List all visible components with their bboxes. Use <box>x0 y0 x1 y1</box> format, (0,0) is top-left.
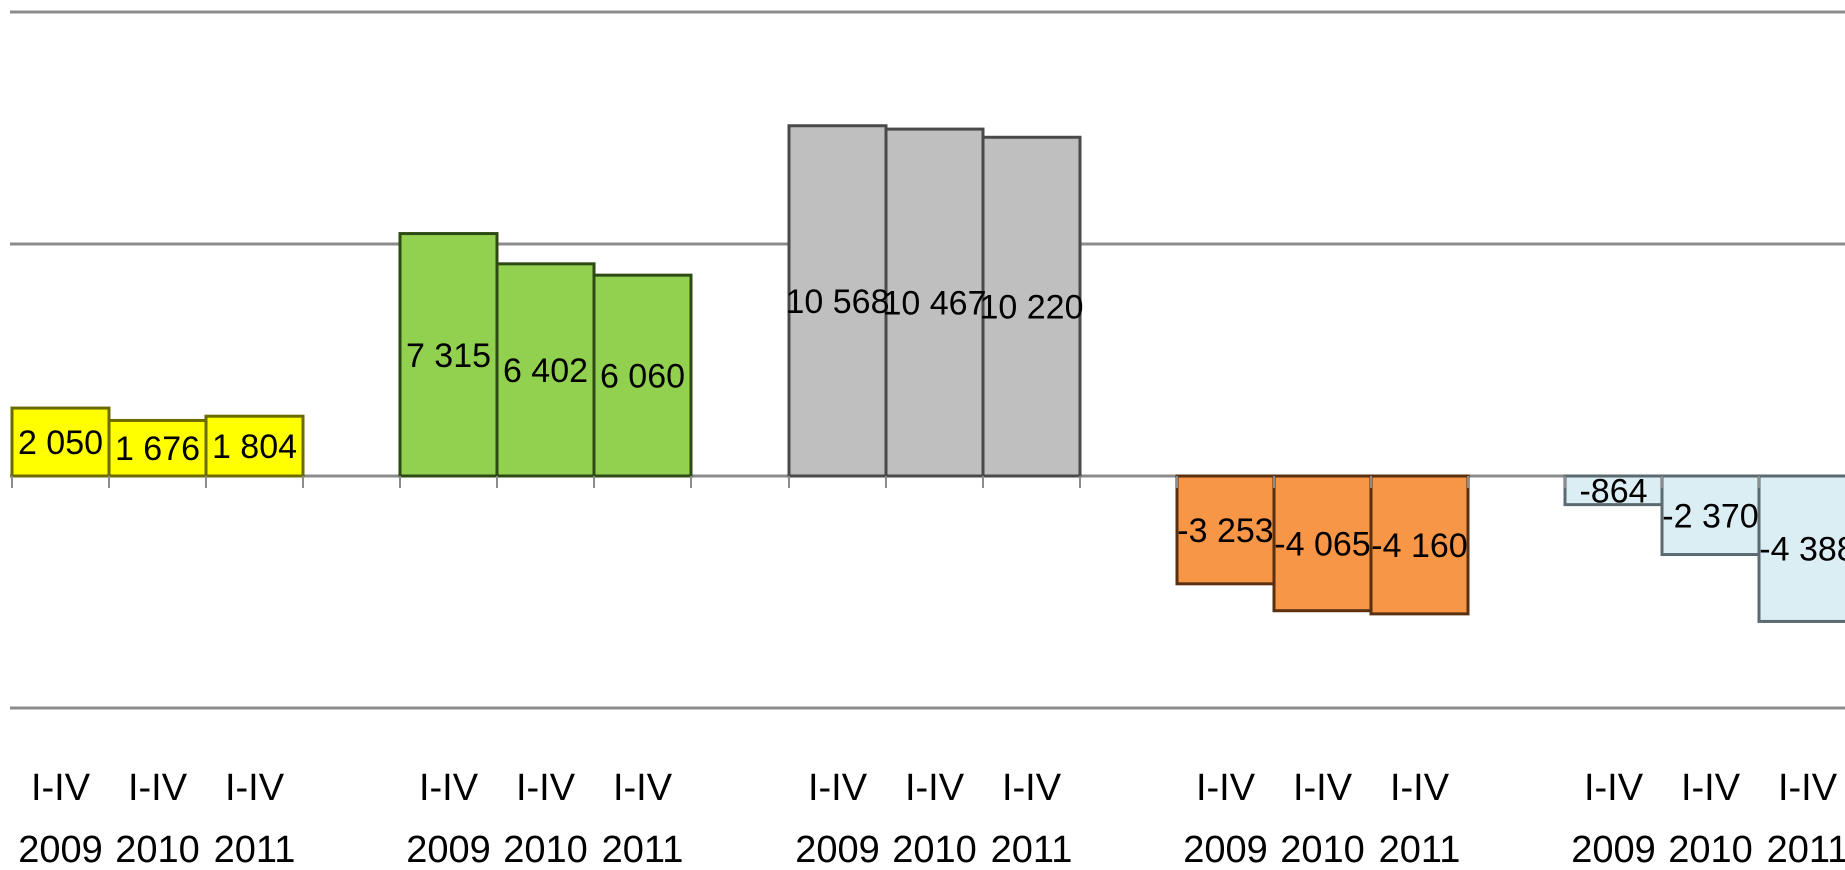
bar-group4-2010 <box>1272 474 1373 613</box>
data-label: 7 315 <box>406 337 491 375</box>
data-label: -864 <box>1579 472 1647 510</box>
tick-label: I-IV <box>516 767 576 809</box>
data-label: 1 676 <box>115 430 200 468</box>
tick-label: I-IV <box>1681 767 1741 809</box>
data-label: -4 160 <box>1371 527 1467 565</box>
tick-label: 2009 <box>1183 829 1268 870</box>
tick-label: I-IV <box>128 767 188 809</box>
tick-label: 2009 <box>1571 829 1656 870</box>
tick-label: I-IV <box>1293 767 1353 809</box>
bar-group3-2011 <box>981 135 1082 478</box>
tick-label: 2011 <box>602 829 684 870</box>
tick-label: I-IV <box>808 767 868 809</box>
data-label: 10 467 <box>883 285 987 323</box>
tick-label: I-IV <box>1390 767 1450 809</box>
tick-label: 2009 <box>18 829 103 870</box>
tick-label: 2010 <box>115 829 200 870</box>
tick-label: 2011 <box>1767 829 1845 870</box>
bars <box>10 124 1845 623</box>
tick-label: 2010 <box>1668 829 1753 870</box>
tick-label: 2011 <box>214 829 296 870</box>
tick-label: 2009 <box>795 829 880 870</box>
category-axis: I-IV 2009 I-IV 2010 I-IV 2011 I-IV 2009 I-IV 2010… <box>11 476 1845 870</box>
tick-label: 2010 <box>1280 829 1365 870</box>
bar-group1-2010 <box>107 418 208 478</box>
data-label: 1 804 <box>212 428 297 466</box>
data-label: 10 220 <box>980 289 1084 327</box>
tick-label: 2011 <box>991 829 1073 870</box>
tick-label: I-IV <box>1584 767 1644 809</box>
tick-label: I-IV <box>31 767 91 809</box>
bar-group4-2009 <box>1175 474 1276 586</box>
tick-label: I-IV <box>1002 767 1062 809</box>
bar-group5-2011 <box>1757 474 1845 623</box>
data-label: -4 388 <box>1759 531 1845 569</box>
bar-group2-2011 <box>592 273 693 478</box>
tick-label: 2009 <box>406 829 491 870</box>
tick-label: I-IV <box>1196 767 1256 809</box>
data-label: -4 065 <box>1274 525 1370 563</box>
tick-label: I-IV <box>1778 767 1838 809</box>
tick-label: I-IV <box>225 767 285 809</box>
bar-group1-2009 <box>10 406 111 478</box>
data-label: -3 253 <box>1177 512 1273 550</box>
bar-group4-2011 <box>1369 474 1470 616</box>
data-label: -2 370 <box>1662 497 1758 535</box>
tick-label: I-IV <box>419 767 479 809</box>
data-label: 10 568 <box>786 283 890 321</box>
data-label: 2 050 <box>18 424 103 462</box>
tick-label: I-IV <box>905 767 965 809</box>
data-label: 6 060 <box>600 358 685 396</box>
bar-group1-2011 <box>204 414 305 478</box>
tick-label: 2010 <box>892 829 977 870</box>
data-label: 6 402 <box>503 352 588 390</box>
bar-group2-2009 <box>398 232 499 478</box>
tick-label: 2010 <box>503 829 588 870</box>
tick-label: I-IV <box>613 767 673 809</box>
tick-label: 2011 <box>1379 829 1461 870</box>
